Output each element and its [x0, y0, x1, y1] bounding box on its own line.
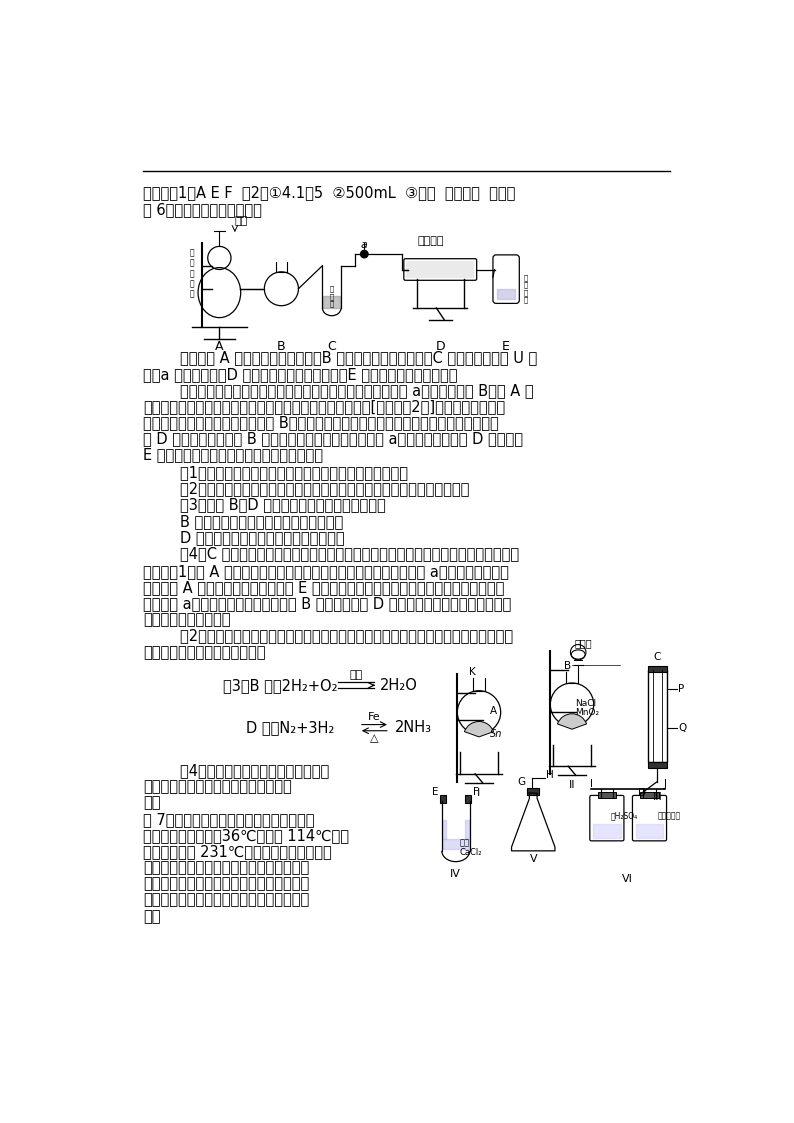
Text: CaCl₂: CaCl₂: [460, 848, 482, 857]
Text: 体）吸收气体中少量的水蒸气和盐酸蒸: 体）吸收气体中少量的水蒸气和盐酸蒸: [144, 779, 292, 794]
Text: 2H₂O: 2H₂O: [380, 678, 418, 693]
Text: I: I: [590, 779, 593, 788]
Wedge shape: [557, 714, 587, 729]
Text: 干燥的氯气直接作用制取无水四氯化锡（此: 干燥的氯气直接作用制取无水四氯化锡（此: [144, 876, 310, 892]
Text: VI: VI: [622, 875, 634, 884]
Text: D: D: [638, 788, 646, 798]
Text: 还原铁粉: 还原铁粉: [417, 236, 444, 246]
Text: G: G: [518, 777, 526, 786]
Text: K: K: [469, 667, 476, 677]
Text: 反应过程放出大量的热）。请回答下列各问: 反应过程放出大量的热）。请回答下列各问: [144, 893, 310, 907]
Text: 干
燥
剂: 干 燥 剂: [330, 285, 333, 308]
Text: V: V: [530, 853, 537, 864]
Text: 液硫酸: 液硫酸: [574, 638, 592, 648]
Text: 示意图中 A 是简易的氢气发生器，B 是大小适宜的圆底烧瓶，C 是装有干燥剂的 U 型: 示意图中 A 是简易的氢气发生器，B 是大小适宜的圆底烧瓶，C 是装有干燥剂的 …: [144, 350, 538, 366]
Text: 无水: 无水: [460, 839, 469, 848]
Text: 例 7．四氯化锡常温下是无色液体，在空气: 例 7．四氯化锡常温下是无色液体，在空气: [144, 812, 315, 827]
Text: E: E: [432, 786, 439, 796]
Text: Q: Q: [678, 723, 687, 732]
FancyBboxPatch shape: [407, 261, 474, 279]
Text: 例 6．有实验装置图（见图）: 例 6．有实验装置图（见图）: [144, 202, 262, 217]
Text: 饱和食盐水: 饱和食盐水: [657, 812, 680, 821]
Text: 实验前先检查实验装置的气密性。实验开始时，先关闭活塞 a，并取下烧瓶 B，向 A 中: 实验前先检查实验装置的气密性。实验开始时，先关闭活塞 a，并取下烧瓶 B，向 A…: [144, 383, 534, 398]
Text: （2）用排水法（或向下排气法）收集一试管氢气，用拇指堵住，移近火焰，没有尖锐: （2）用排水法（或向下排气法）收集一试管氢气，用拇指堵住，移近火焰，没有尖锐: [144, 629, 514, 643]
Text: C: C: [653, 651, 661, 661]
Text: Sn: Sn: [490, 729, 503, 739]
Text: NaCl: NaCl: [575, 699, 596, 707]
FancyBboxPatch shape: [648, 763, 666, 768]
Text: D 中＿＿＿＿＿＿＿＿＿＿＿＿＿＿＿＿: D 中＿＿＿＿＿＿＿＿＿＿＿＿＿＿＿＿: [144, 530, 345, 545]
Text: （3）写出 B、D 中分别发生反应的化学方程式。: （3）写出 B、D 中分别发生反应的化学方程式。: [144, 497, 386, 512]
Text: III: III: [653, 792, 662, 802]
Text: △: △: [370, 733, 379, 743]
Text: 酚
酞
试
液: 酚 酞 试 液: [523, 274, 527, 303]
FancyBboxPatch shape: [465, 795, 472, 803]
Text: 题。: 题。: [144, 909, 161, 924]
Text: 液H₂SO₄: 液H₂SO₄: [611, 812, 638, 821]
Text: 答案：（1）在 A 中放入少量水，使水面刚浸没漏斗颈下端，打开旋塞 a，在烧瓶底部稍加: 答案：（1）在 A 中放入少量水，使水面刚浸没漏斗颈下端，打开旋塞 a，在烧瓶底…: [144, 564, 509, 578]
Text: 设计组装一套实验装置，用熔融的金属锡跟: 设计组装一套实验装置，用熔融的金属锡跟: [144, 860, 310, 875]
FancyBboxPatch shape: [648, 666, 666, 673]
Text: B: B: [565, 661, 572, 672]
FancyBboxPatch shape: [598, 792, 616, 797]
Text: C: C: [327, 340, 336, 353]
Text: 2NH₃: 2NH₃: [395, 720, 432, 736]
Text: E 中，使酚酞试液呈红色。请回答下列问题。: E 中，使酚酞试液呈红色。请回答下列问题。: [144, 448, 323, 463]
Text: Fe: Fe: [368, 712, 380, 722]
Text: （4）碱石灰（或生石灰、氢氧化钠固: （4）碱石灰（或生石灰、氢氧化钠固: [144, 764, 330, 778]
Text: I: I: [477, 788, 480, 798]
Text: D 中：N₂+3H₂: D 中：N₂+3H₂: [246, 720, 335, 736]
Text: B 中＿＿＿＿＿＿＿＿＿＿＿＿＿＿＿＿: B 中＿＿＿＿＿＿＿＿＿＿＿＿＿＿＿＿: [144, 514, 344, 529]
Text: 点燃氢气，然后如图所示套上烧瓶 B，塞瓶塞，气体在烧瓶中继续燃烧。用酒精灯加热反应: 点燃氢气，然后如图所示套上烧瓶 B，塞瓶塞，气体在烧瓶中继续燃烧。用酒精灯加热反…: [144, 416, 499, 430]
Text: A: A: [215, 340, 224, 353]
Text: 答案：（1）A E F  （2）①4.1，5  ②500mL  ③烧杯  胶头滴管  玻璃棒: 答案：（1）A E F （2）①4.1，5 ②500mL ③烧杯 胶头滴管 玻璃…: [144, 185, 516, 200]
Wedge shape: [464, 721, 494, 737]
Text: 中极易水解，熔点－36℃，沸点 114℃，金: 中极易水解，熔点－36℃，沸点 114℃，金: [144, 828, 349, 843]
Text: MnO₂: MnO₂: [575, 707, 599, 716]
Text: II: II: [569, 780, 575, 791]
Text: 部分装置是否漏气。）: 部分装置是否漏气。）: [144, 612, 231, 628]
Text: A: A: [490, 705, 497, 715]
Text: IV: IV: [450, 869, 461, 879]
Text: P: P: [678, 684, 684, 694]
Text: 管 D 中的还原铁粉，待 B 中氢气的火焰熄灭后，打开活塞 a，气体通过反应管 D 进入试管: 管 D 中的还原铁粉，待 B 中氢气的火焰熄灭后，打开活塞 a，气体通过反应管 …: [144, 431, 523, 447]
Text: （4）C 中所盛干燥剂的名称是＿＿＿＿；该干燥剂的作用是＿＿＿＿＿＿＿＿＿＿。: （4）C 中所盛干燥剂的名称是＿＿＿＿；该干燥剂的作用是＿＿＿＿＿＿＿＿＿＿。: [144, 546, 519, 562]
Text: a: a: [360, 240, 368, 250]
Text: 属锡的熔点为 231℃，拟利用图中的仪器，: 属锡的熔点为 231℃，拟利用图中的仪器，: [144, 844, 332, 859]
Text: B: B: [277, 340, 286, 353]
Text: D: D: [435, 340, 445, 353]
Text: （3）B 中：2H₂+O₂: （3）B 中：2H₂+O₂: [223, 678, 338, 693]
Text: E: E: [502, 340, 510, 353]
Text: 氢
气
发
生
器: 氢 气 发 生 器: [190, 248, 195, 299]
Text: 盐酸: 盐酸: [235, 216, 248, 226]
Circle shape: [360, 250, 368, 258]
FancyBboxPatch shape: [640, 792, 659, 797]
Text: 点燃: 点燃: [350, 669, 363, 679]
Text: 的爆鸣声，表示氢气是纯净的。: 的爆鸣声，表示氢气是纯净的。: [144, 645, 266, 659]
Text: H: H: [546, 770, 554, 780]
Text: 闭活塞口 a，用同样的方法分别在烧瓶 B 底部和反应管 D 下部稍加热，检查活塞前、后两: 闭活塞口 a，用同样的方法分别在烧瓶 B 底部和反应管 D 下部稍加热，检查活塞…: [144, 596, 511, 611]
Text: （1）实验前如何检查装置的气密性？＿＿＿＿＿＿＿＿。: （1）实验前如何检查装置的气密性？＿＿＿＿＿＿＿＿。: [144, 465, 408, 481]
Text: J: J: [664, 779, 666, 788]
FancyBboxPatch shape: [440, 795, 446, 803]
Text: 管。a 是旋转活塞，D 是装有还原铁粉的反应管，E 是装有酚酞试液的试管。: 管。a 是旋转活塞，D 是装有还原铁粉的反应管，E 是装有酚酞试液的试管。: [144, 367, 458, 382]
Text: F: F: [472, 786, 479, 796]
Text: 雾。: 雾。: [144, 795, 161, 811]
Text: 热，若在 A 中漏斗颈内水面上升，且 E 导管口有气泡逸出，表示装置不漏气。（也可以关: 热，若在 A 中漏斗颈内水面上升，且 E 导管口有气泡逸出，表示装置不漏气。（也…: [144, 579, 505, 595]
Text: （2）点燃氢气前必须进行＿＿＿＿操作，进行该操作的方法是＿＿＿＿。: （2）点燃氢气前必须进行＿＿＿＿操作，进行该操作的方法是＿＿＿＿。: [144, 482, 470, 496]
Text: 加入一定量浓度适当的盐酸，发生氢气。经必要的＂操作＂[见问题（2）]后，在导管出口处: 加入一定量浓度适当的盐酸，发生氢气。经必要的＂操作＂[见问题（2）]后，在导管出…: [144, 399, 506, 414]
FancyBboxPatch shape: [527, 787, 539, 795]
